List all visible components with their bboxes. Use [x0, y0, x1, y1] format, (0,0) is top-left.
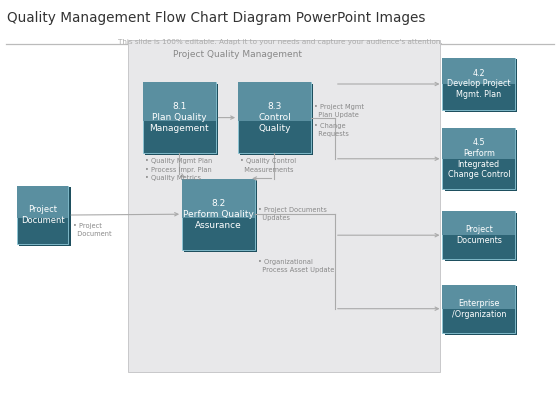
Text: Quality Management Flow Chart Diagram PowerPoint Images: Quality Management Flow Chart Diagram Po…: [7, 10, 425, 24]
FancyBboxPatch shape: [238, 82, 311, 153]
Text: Project
Documents: Project Documents: [456, 225, 502, 245]
FancyBboxPatch shape: [143, 82, 216, 121]
FancyBboxPatch shape: [17, 186, 68, 218]
FancyBboxPatch shape: [442, 129, 515, 159]
Text: • Quality Mgmt Plan
• Process Impr. Plan
• Quality Metrics: • Quality Mgmt Plan • Process Impr. Plan…: [145, 158, 212, 181]
Text: • Quality Control
  Measurements: • Quality Control Measurements: [240, 158, 296, 173]
FancyBboxPatch shape: [182, 178, 255, 218]
Text: • Project
  Document: • Project Document: [73, 223, 111, 237]
FancyBboxPatch shape: [445, 59, 517, 112]
FancyBboxPatch shape: [238, 82, 311, 121]
FancyBboxPatch shape: [442, 211, 515, 259]
FancyBboxPatch shape: [184, 180, 257, 252]
Text: Enterprise
/Organization: Enterprise /Organization: [451, 299, 506, 319]
FancyBboxPatch shape: [145, 84, 218, 155]
FancyBboxPatch shape: [445, 213, 517, 261]
Text: Project Quality Management: Project Quality Management: [172, 50, 301, 59]
FancyBboxPatch shape: [19, 187, 71, 246]
FancyBboxPatch shape: [442, 285, 515, 333]
Text: • Project Mgmt
  Plan Update: • Project Mgmt Plan Update: [314, 104, 363, 118]
FancyBboxPatch shape: [445, 286, 517, 334]
Text: 4.2
Develop Project
Mgmt. Plan: 4.2 Develop Project Mgmt. Plan: [447, 69, 511, 99]
Text: 8.1
Plan Quality
Management: 8.1 Plan Quality Management: [150, 102, 209, 133]
FancyBboxPatch shape: [143, 82, 216, 153]
Text: • Project Documents
  Updates: • Project Documents Updates: [258, 207, 326, 221]
FancyBboxPatch shape: [442, 211, 515, 235]
Text: 4.5
Perform
Integrated
Change Control: 4.5 Perform Integrated Change Control: [447, 138, 510, 179]
Text: • Organizational
  Process Asset Update: • Organizational Process Asset Update: [258, 259, 334, 273]
FancyBboxPatch shape: [182, 178, 255, 250]
FancyBboxPatch shape: [442, 58, 515, 84]
FancyBboxPatch shape: [442, 285, 515, 309]
FancyBboxPatch shape: [240, 84, 313, 155]
Text: • Change
  Requests: • Change Requests: [314, 123, 348, 137]
FancyBboxPatch shape: [445, 130, 517, 191]
FancyBboxPatch shape: [128, 40, 440, 372]
Text: Project
Document: Project Document: [21, 205, 64, 225]
FancyBboxPatch shape: [17, 186, 68, 244]
Text: 8.3
Control
Quality: 8.3 Control Quality: [258, 102, 291, 133]
FancyBboxPatch shape: [442, 129, 515, 189]
Text: This slide is 100% editable. Adapt it to your needs and capture your audience's : This slide is 100% editable. Adapt it to…: [118, 39, 442, 45]
Text: 8.2
Perform Quality
Assurance: 8.2 Perform Quality Assurance: [183, 199, 254, 230]
FancyBboxPatch shape: [442, 58, 515, 110]
